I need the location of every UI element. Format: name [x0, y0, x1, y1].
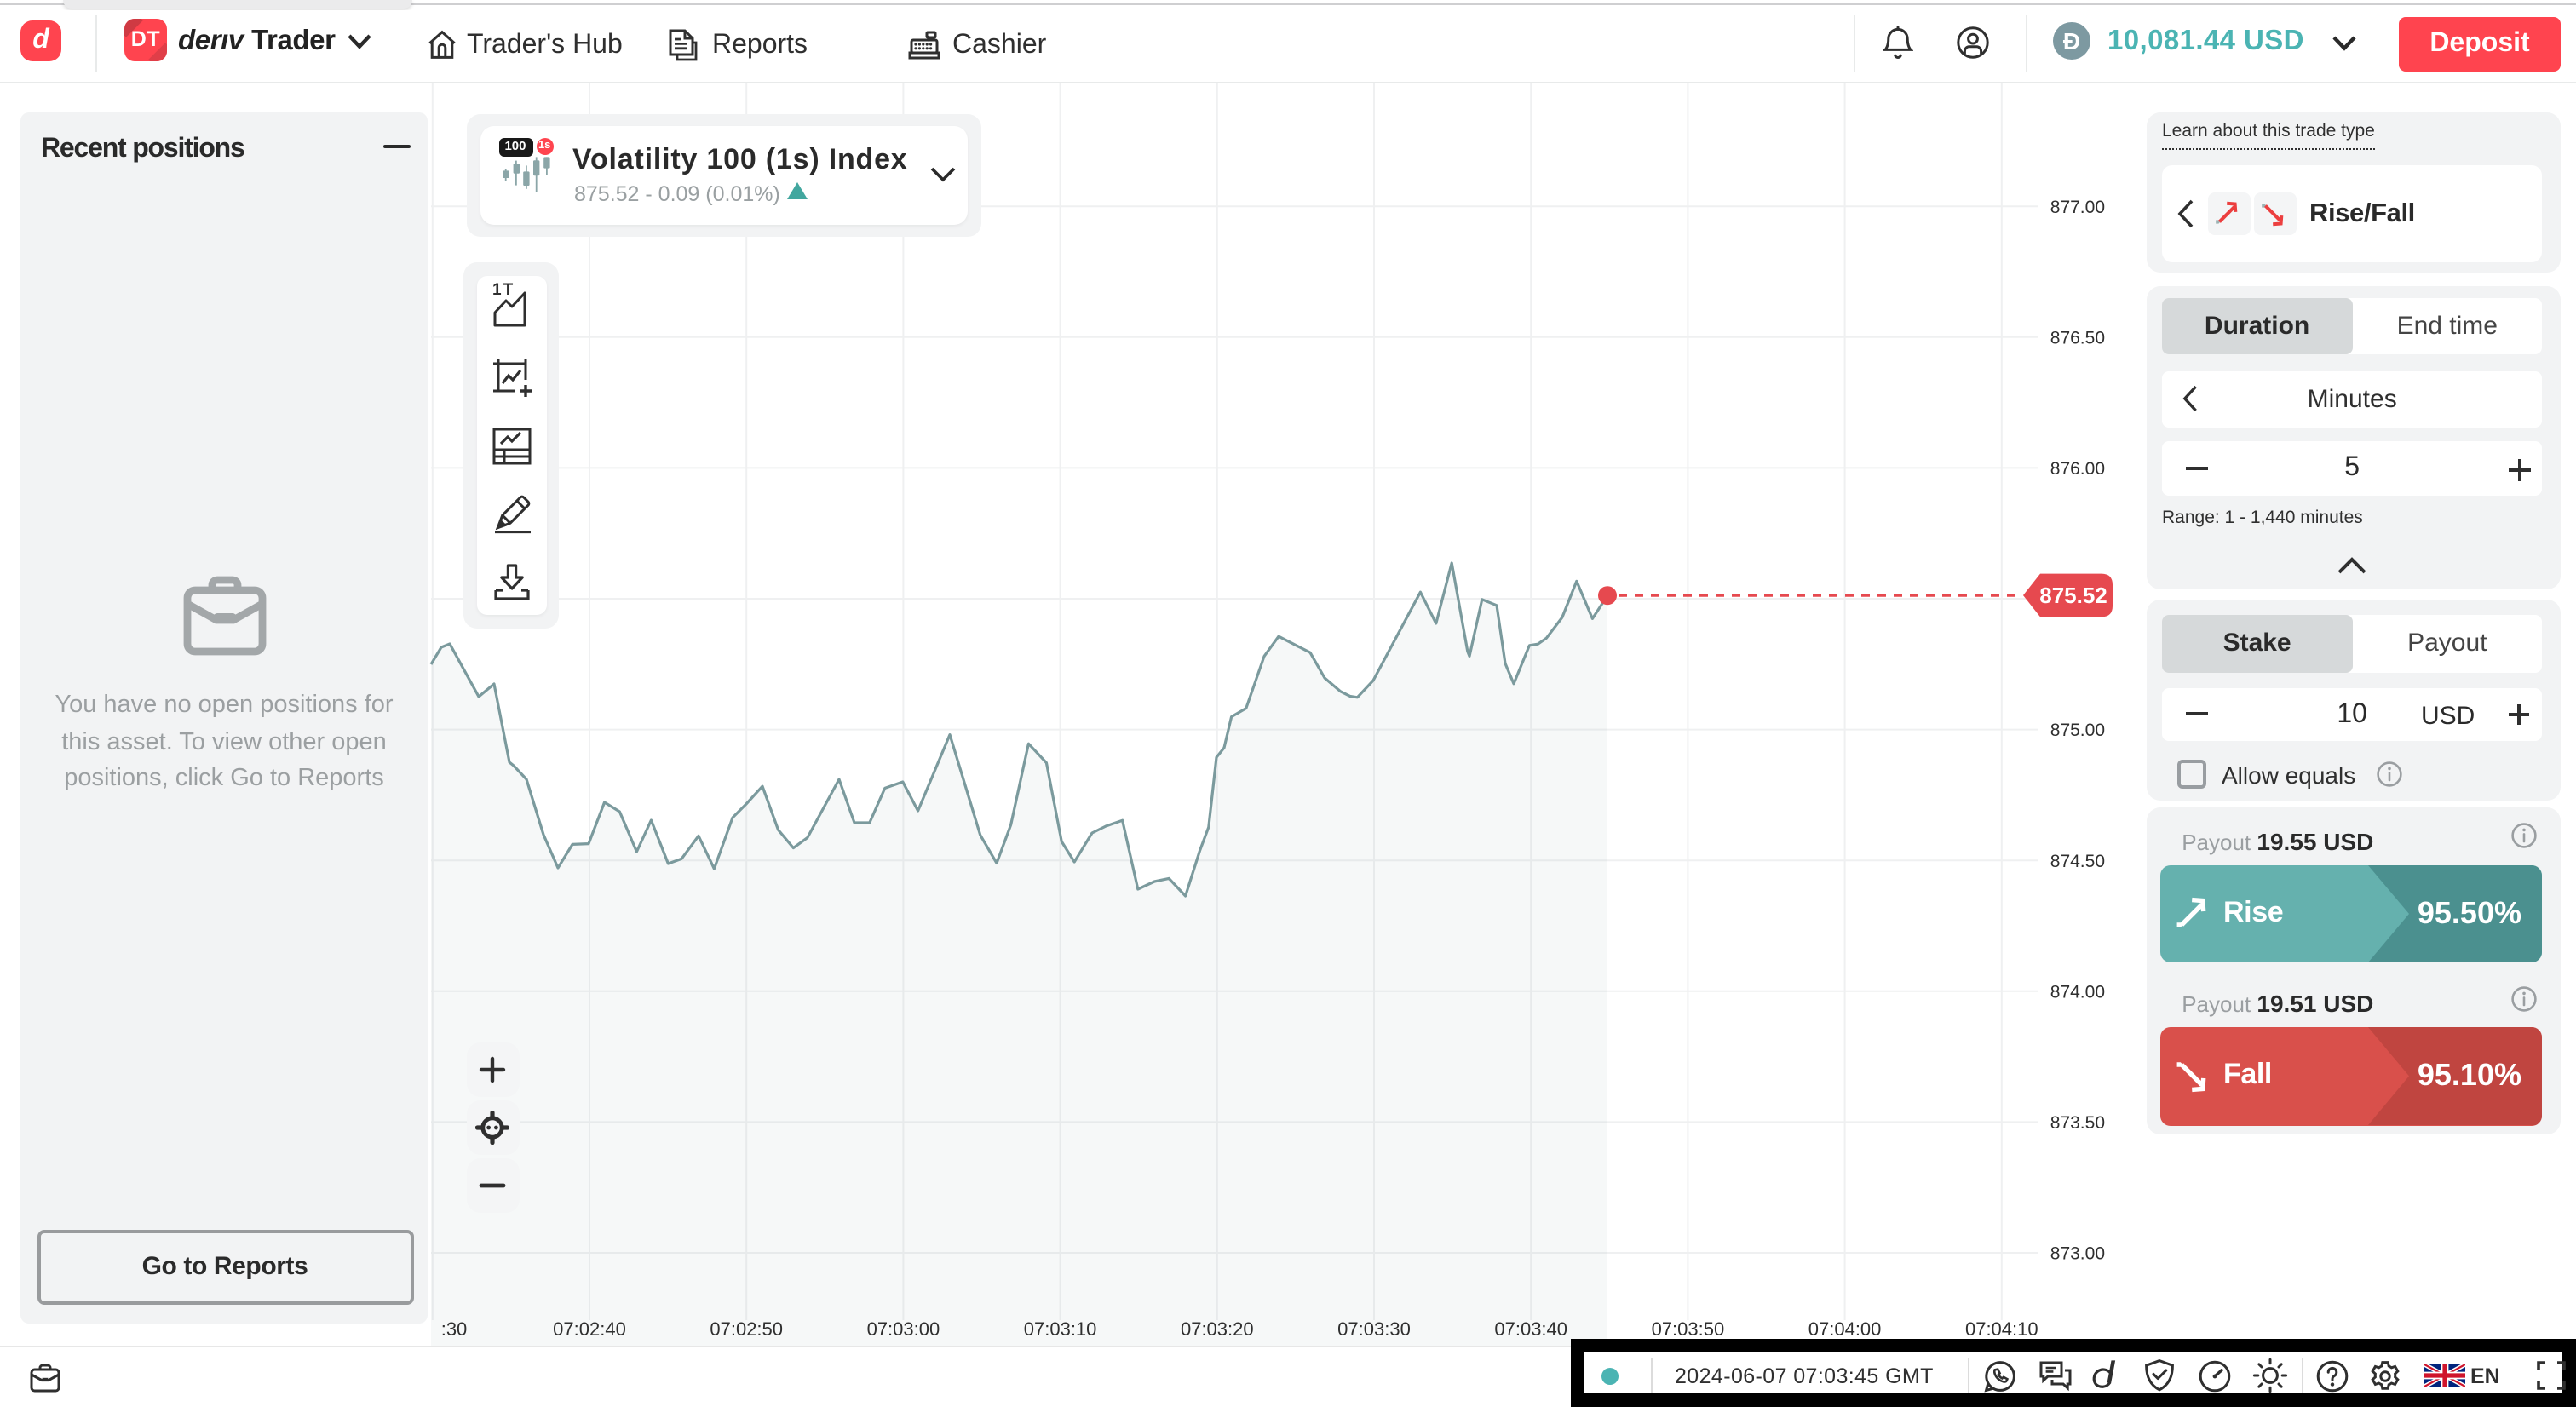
- svg-text:875.52: 875.52: [2039, 583, 2107, 608]
- svg-text:877.00: 877.00: [2050, 198, 2105, 217]
- svg-text:07:03:50: 07:03:50: [1652, 1318, 1725, 1340]
- svg-text:1T: 1T: [492, 281, 515, 299]
- svg-text:873.00: 873.00: [2050, 1244, 2105, 1264]
- svg-text:873.50: 873.50: [2050, 1113, 2105, 1133]
- svg-text:874.00: 874.00: [2050, 982, 2105, 1002]
- svg-text:07:02:40: 07:02:40: [553, 1318, 626, 1340]
- svg-text:07:03:20: 07:03:20: [1181, 1318, 1254, 1340]
- svg-text:07:03:00: 07:03:00: [867, 1318, 940, 1340]
- svg-text:876.00: 876.00: [2050, 459, 2105, 479]
- svg-text:07:03:40: 07:03:40: [1494, 1318, 1567, 1340]
- svg-text::30: :30: [441, 1318, 468, 1340]
- svg-text:07:04:10: 07:04:10: [1965, 1318, 2038, 1340]
- svg-text:07:03:10: 07:03:10: [1024, 1318, 1097, 1340]
- svg-text:07:03:30: 07:03:30: [1337, 1318, 1411, 1340]
- svg-text:876.50: 876.50: [2050, 328, 2105, 347]
- svg-text:07:04:00: 07:04:00: [1808, 1318, 1882, 1340]
- svg-text:874.50: 874.50: [2050, 852, 2105, 871]
- svg-text:875.00: 875.00: [2050, 721, 2105, 740]
- svg-text:07:02:50: 07:02:50: [710, 1318, 783, 1340]
